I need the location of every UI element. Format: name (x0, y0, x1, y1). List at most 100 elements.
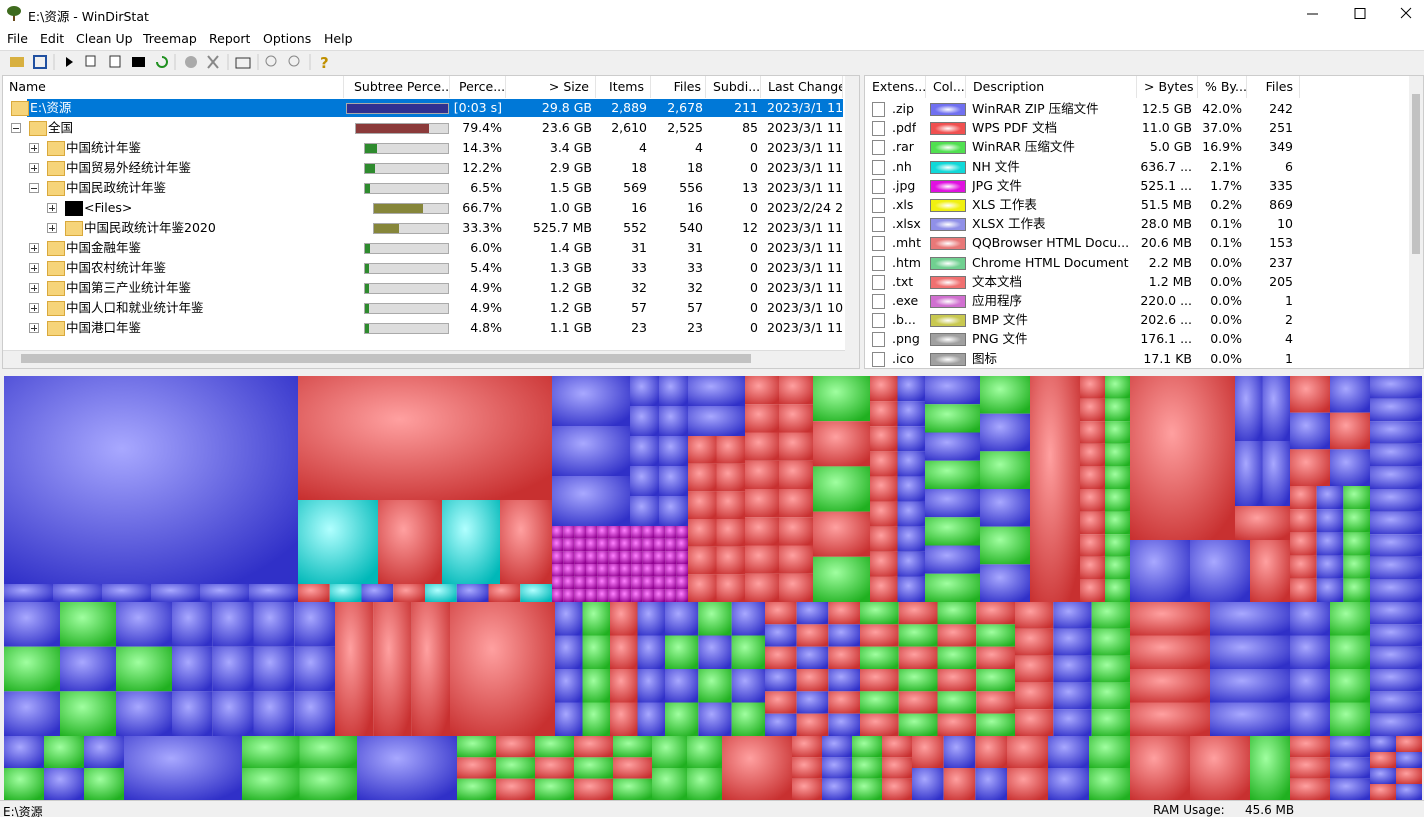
treemap-tile (828, 602, 860, 625)
extension[interactable]: .htm (892, 254, 921, 270)
expander[interactable] (29, 183, 39, 193)
treemap-tile (665, 635, 699, 669)
column-header[interactable]: Extens... (865, 76, 926, 98)
menu-item[interactable]: Options (263, 31, 312, 46)
treemap-tile (765, 624, 797, 647)
cell-files: 32 (687, 280, 703, 295)
menu-item[interactable]: Report (209, 31, 251, 46)
expander[interactable] (47, 203, 57, 213)
description: QQBrowser HTML Docu... (972, 235, 1130, 251)
expander-v (33, 145, 35, 151)
treemap-tile (637, 602, 665, 636)
menu-item[interactable]: Clean Up (76, 31, 133, 46)
expander[interactable] (29, 263, 39, 273)
column-header[interactable]: Files (1248, 76, 1300, 98)
subtree-bar (364, 163, 449, 174)
column-header[interactable]: > Size (507, 76, 596, 98)
column-header[interactable]: Perce... (451, 76, 506, 98)
row-name[interactable]: 中国金融年鉴 (66, 240, 142, 255)
treemap-tile (631, 538, 643, 552)
row-name[interactable]: E:\资源 (30, 100, 72, 115)
extension[interactable]: .b... (892, 312, 916, 328)
percent: 0.0% (1210, 293, 1242, 308)
column-header[interactable]: Subdi... (707, 76, 761, 98)
expander[interactable] (29, 163, 39, 173)
column-header[interactable]: % By... (1199, 76, 1247, 98)
column-header[interactable]: > Bytes (1138, 76, 1198, 98)
row-name[interactable]: 中国第三产业统计年鉴 (66, 280, 192, 295)
treemap-tile (1105, 443, 1130, 467)
menu-item[interactable]: Treemap (143, 31, 197, 46)
color-swatch (930, 275, 966, 289)
row-name[interactable]: 中国统计年鉴 (66, 140, 142, 155)
column-header[interactable]: Subtree Perce... (345, 76, 450, 98)
expander[interactable] (29, 283, 39, 293)
treemap-tile (642, 538, 654, 552)
toolbar (0, 50, 1424, 75)
extension[interactable]: .png (892, 331, 920, 347)
treemap-tile (597, 551, 609, 564)
column-header[interactable]: Items (597, 76, 651, 98)
treemap-tile (1190, 540, 1250, 602)
treemap-tile (731, 669, 765, 703)
treemap-tile (212, 691, 254, 736)
percent: 0.0% (1210, 254, 1242, 270)
treemap-tile (659, 496, 688, 526)
expander[interactable] (29, 303, 39, 313)
column-header[interactable]: Name (3, 76, 344, 98)
row-name[interactable]: 中国民政统计年鉴 (66, 180, 167, 195)
treemap-tile (60, 602, 116, 647)
row-name[interactable]: 中国人口和就业统计年鉴 (66, 300, 204, 315)
description: WinRAR 压缩文件 (972, 139, 1075, 155)
treemap-tile (242, 736, 300, 768)
subtree-bar-fill (365, 244, 370, 253)
row-name[interactable]: <Files> (84, 200, 133, 215)
extension[interactable]: .exe (892, 293, 919, 308)
menu-item[interactable]: Help (324, 31, 353, 46)
extension[interactable]: .ico (892, 350, 914, 366)
treemap-tile (1370, 736, 1396, 752)
row-name[interactable]: 全国 (48, 120, 74, 135)
extension[interactable]: .rar (892, 139, 914, 155)
treemap-tile (828, 713, 860, 736)
cell-percent: 79.4% (462, 120, 502, 135)
menu-item[interactable]: File (7, 31, 28, 46)
expander[interactable] (29, 323, 39, 333)
file-icon (872, 140, 885, 156)
treemap[interactable] (0, 376, 1424, 800)
extension[interactable]: .nh (892, 158, 912, 174)
column-header[interactable]: Description (967, 76, 1137, 98)
extension[interactable]: .mht (892, 235, 921, 251)
window-controls[interactable] (1290, 0, 1424, 28)
row-name[interactable]: 中国贸易外经统计年鉴 (66, 160, 192, 175)
expander[interactable] (29, 243, 39, 253)
treemap-tile (688, 406, 745, 436)
row-name[interactable]: 中国港口年鉴 (66, 320, 142, 335)
column-header[interactable]: Files (652, 76, 706, 98)
toolbar-icons[interactable]: ? (0, 51, 340, 74)
menu-item[interactable]: Edit (40, 31, 65, 46)
expander[interactable] (29, 143, 39, 153)
expander[interactable] (47, 223, 57, 233)
extension[interactable]: .jpg (892, 177, 916, 193)
expander[interactable] (11, 123, 21, 133)
extension[interactable]: .txt (892, 273, 914, 289)
file-count: 1 (1285, 293, 1293, 308)
row-name[interactable]: 中国民政统计年鉴2020 (84, 220, 216, 235)
cell-last-change: 2023/3/1 11 (767, 220, 843, 235)
treemap-tile (555, 669, 583, 703)
column-header[interactable]: Col... (927, 76, 966, 98)
extension[interactable]: .xlsx (892, 216, 921, 232)
row-name[interactable]: 中国农村统计年鉴 (66, 260, 167, 275)
extension[interactable]: .xls (892, 197, 914, 212)
treemap-tile (574, 564, 586, 577)
treemap-tile (456, 584, 489, 602)
cell-subdirs: 0 (750, 160, 758, 175)
column-header[interactable]: Last Change (762, 76, 843, 98)
extension[interactable]: .zip (892, 101, 914, 116)
treemap-tile (1080, 579, 1105, 602)
treemap-tile (294, 646, 335, 692)
treemap-tile (1105, 398, 1130, 422)
extension[interactable]: .pdf (892, 120, 917, 136)
file-count: 251 (1269, 120, 1293, 136)
